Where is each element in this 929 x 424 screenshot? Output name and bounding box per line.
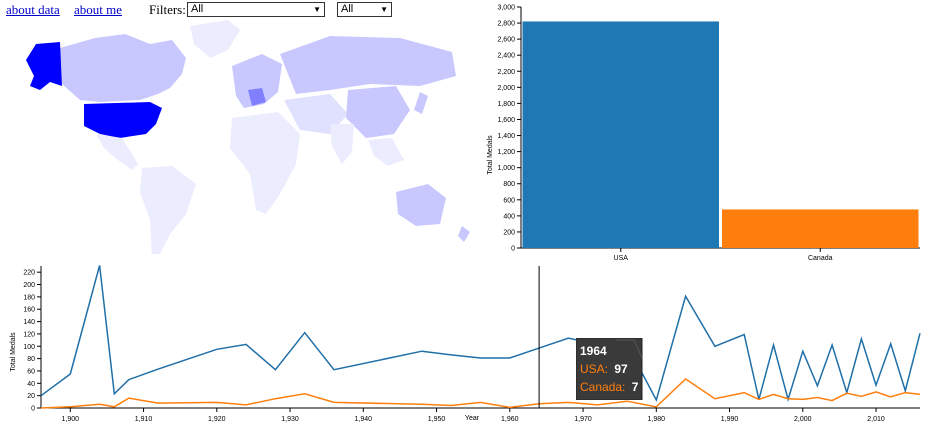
series-line-canada[interactable] — [40, 378, 921, 409]
map-country-japan[interactable] — [414, 92, 428, 114]
map-region-south-america[interactable] — [140, 166, 196, 254]
map-country-china[interactable] — [346, 86, 410, 138]
about-me-link[interactable]: about me — [74, 2, 123, 17]
bar-canada[interactable] — [722, 209, 919, 248]
tooltip: 1964 USA: 97 Canada: 7 — [576, 338, 643, 400]
series-line-usa[interactable] — [40, 265, 921, 403]
line-y-tick-label: 60 — [27, 368, 35, 375]
filter-select-secondary-value: All — [341, 3, 354, 15]
map-country-usa[interactable] — [84, 102, 162, 138]
bar-y-tick-label: 400 — [503, 213, 515, 220]
line-x-tick-label: 1,990 — [721, 416, 739, 423]
line-x-tick-label: 1,960 — [501, 416, 519, 423]
bar-y-tick-label: 2,600 — [497, 37, 515, 44]
bar-x-tick-label: USA — [614, 255, 629, 262]
tooltip-usa-value: 97 — [614, 362, 628, 376]
line-x-axis: 1,900 1,910 1,920 1,930 1,940 1,950 1,960 1,970… — [41, 407, 920, 423]
filters-label: Filters: — [149, 2, 186, 17]
tooltip-canada-value: 7 — [632, 380, 639, 394]
map-region-southeast-asia[interactable] — [368, 138, 404, 166]
map-country-alaska[interactable] — [26, 42, 62, 90]
tooltip-usa-label: USA: — [580, 362, 608, 376]
tooltip-canada-row: Canada: 7 — [580, 380, 639, 394]
bar-y-tick-label: 3,000 — [497, 5, 515, 12]
line-y-tick-label: 0 — [31, 406, 35, 413]
bar-y-tick-label: 2,400 — [497, 53, 515, 60]
line-x-tick-label: 1,980 — [648, 416, 666, 423]
line-x-tick-label: 2,010 — [867, 416, 885, 423]
line-y-tick-label: 160 — [23, 307, 35, 314]
bar-y-tick-label: 1,000 — [497, 165, 515, 172]
bar-y-tick-label: 0 — [511, 246, 515, 253]
map-country-india[interactable] — [330, 124, 354, 164]
map-country-greenland[interactable] — [190, 20, 240, 58]
bar-y-tick-label: 800 — [503, 181, 515, 188]
about-data-link[interactable]: about data — [6, 2, 60, 17]
map-region-africa[interactable] — [230, 112, 300, 214]
line-y-tick-label: 220 — [23, 270, 35, 277]
chevron-down-icon: ▼ — [380, 5, 388, 14]
line-x-axis-label: Year — [465, 415, 480, 422]
map-country-australia[interactable] — [396, 184, 446, 226]
bar-usa[interactable] — [522, 21, 720, 249]
bar-y-axis: 0 200 400 600 800 1,000 1,200 1,400 1,600 1,800 2,… — [497, 5, 522, 253]
line-y-tick-label: 100 — [23, 344, 35, 351]
bar-y-tick-label: 2,200 — [497, 69, 515, 76]
bar-bars — [522, 21, 919, 249]
bar-y-axis-label: Total Medals — [487, 135, 494, 175]
line-y-tick-label: 120 — [23, 331, 35, 338]
line-x-tick-label: 2,000 — [794, 416, 812, 423]
line-x-tick-label: 1,950 — [428, 416, 446, 423]
line-y-tick-label: 20 — [27, 393, 35, 400]
line-series — [40, 265, 921, 409]
line-x-tick-label: 1,920 — [208, 416, 226, 423]
line-y-tick-label: 140 — [23, 319, 35, 326]
bar-y-tick-label: 200 — [503, 229, 515, 236]
bar-y-tick-label: 1,800 — [497, 101, 515, 108]
map-country-russia[interactable] — [280, 36, 456, 94]
line-x-tick-label: 1,970 — [574, 416, 592, 423]
line-y-tick-label: 200 — [23, 282, 35, 289]
line-x-tick-label: 1,910 — [135, 416, 153, 423]
bar-x-tick-label: Canada — [808, 255, 833, 262]
line-y-tick-label: 180 — [23, 294, 35, 301]
line-x-tick-label: 1,930 — [281, 416, 299, 423]
bar-x-axis: USA Canada — [521, 247, 920, 262]
tooltip-usa-row: USA: 97 — [580, 362, 628, 376]
map-country-new-zealand[interactable] — [458, 226, 470, 242]
filter-select-secondary[interactable]: All ▼ — [337, 2, 392, 17]
line-y-axis-label: Total Medals — [10, 332, 17, 372]
chevron-down-icon: ▼ — [313, 5, 321, 14]
tooltip-canada-label: Canada: — [580, 380, 625, 394]
filter-select-primary[interactable]: All ▼ — [187, 2, 325, 17]
map-country-canada[interactable] — [60, 34, 186, 102]
bar-y-tick-label: 1,600 — [497, 117, 515, 124]
world-map[interactable] — [0, 14, 480, 254]
map-country-mexico[interactable] — [96, 134, 138, 170]
bar-y-tick-label: 600 — [503, 197, 515, 204]
filter-select-primary-value: All — [191, 3, 204, 15]
bar-y-tick-label: 2,000 — [497, 85, 515, 92]
line-x-tick-label: 1,940 — [355, 416, 373, 423]
bar-y-tick-label: 1,200 — [497, 149, 515, 156]
line-y-tick-label: 80 — [27, 356, 35, 363]
tooltip-year: 1964 — [580, 344, 607, 358]
map-region-europe[interactable] — [232, 54, 282, 108]
line-x-tick-label: 1,900 — [62, 416, 80, 423]
line-y-axis: 0 20 40 60 80 100 120 140 160 180 200 220 — [23, 266, 42, 413]
bar-y-tick-label: 2,800 — [497, 21, 515, 28]
bar-y-tick-label: 1,400 — [497, 133, 515, 140]
line-y-tick-label: 40 — [27, 381, 35, 388]
map-country-germany[interactable] — [248, 88, 266, 106]
